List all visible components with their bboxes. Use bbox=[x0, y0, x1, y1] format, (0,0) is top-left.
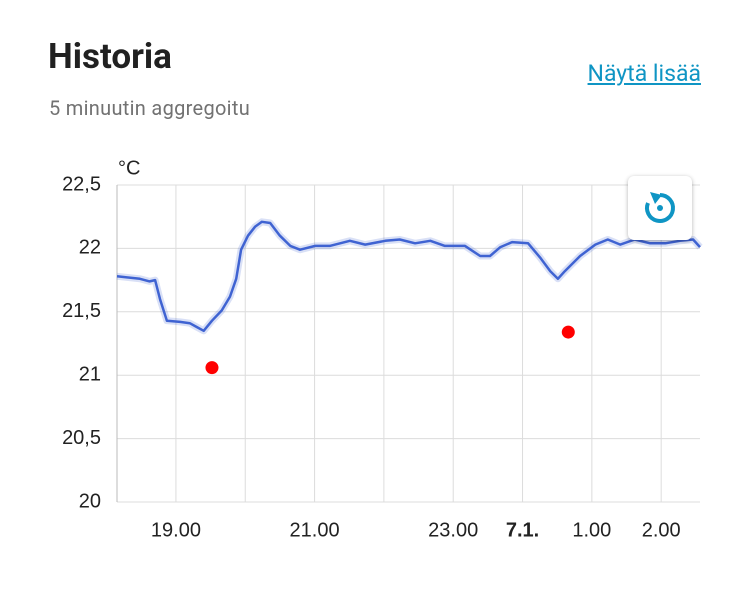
icon-arrow bbox=[650, 192, 662, 204]
y-tick-label: 20,5 bbox=[62, 427, 101, 449]
x-tick-label: 19.00 bbox=[151, 519, 201, 541]
y-tick-label: 21 bbox=[79, 363, 101, 385]
x-tick-label: 23.00 bbox=[428, 519, 478, 541]
data-point bbox=[561, 325, 575, 339]
x-tick-label: 7.1. bbox=[506, 519, 539, 541]
reset-zoom-button[interactable] bbox=[628, 176, 692, 240]
y-tick-label: 21,5 bbox=[62, 300, 101, 322]
x-tick-label: 21.00 bbox=[290, 519, 340, 541]
y-axis-unit: °C bbox=[118, 157, 140, 179]
data-point bbox=[205, 361, 219, 375]
temperature-band bbox=[116, 218, 703, 335]
show-more-link[interactable]: Näytä lisää bbox=[587, 60, 701, 87]
reset-icon bbox=[645, 192, 675, 223]
card-title: Historia bbox=[48, 36, 172, 77]
x-tick-label: 1.00 bbox=[572, 519, 611, 541]
y-tick-label: 22 bbox=[79, 237, 101, 259]
card-subtitle: 5 minuutin aggregoitu bbox=[49, 96, 251, 120]
y-tick-label: 22,5 bbox=[62, 173, 101, 195]
icon-arc bbox=[645, 193, 675, 223]
icon-dot bbox=[657, 205, 663, 211]
temperature-line bbox=[116, 220, 701, 333]
y-tick-label: 20 bbox=[79, 490, 101, 512]
x-tick-label: 2.00 bbox=[642, 519, 681, 541]
